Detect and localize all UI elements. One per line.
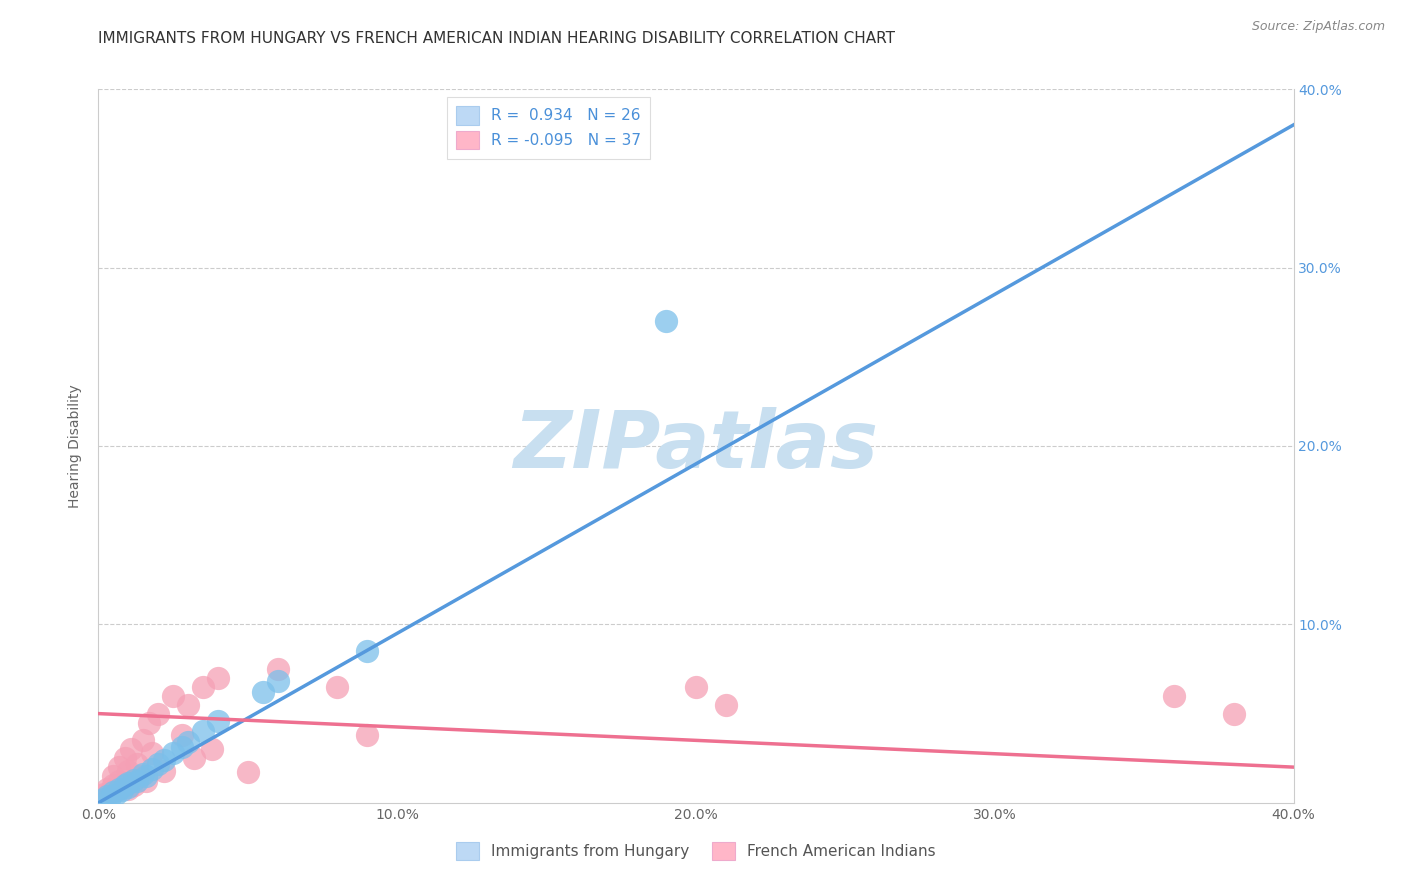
Point xyxy=(103,778,125,792)
Text: ZIPatlas: ZIPatlas xyxy=(513,407,879,485)
Point xyxy=(655,314,678,328)
Point xyxy=(685,680,707,694)
Point xyxy=(236,765,259,780)
Point xyxy=(132,733,155,747)
Point xyxy=(183,751,205,765)
Point xyxy=(124,772,146,787)
Point xyxy=(191,680,214,694)
Point xyxy=(98,790,122,805)
Point xyxy=(177,735,200,749)
Point xyxy=(114,778,136,792)
Point xyxy=(714,698,737,712)
Point xyxy=(138,715,160,730)
Point xyxy=(177,698,200,712)
Point xyxy=(117,764,139,778)
Point xyxy=(162,746,184,760)
Point xyxy=(105,783,128,797)
Point xyxy=(1163,689,1185,703)
Point xyxy=(127,774,149,789)
Point xyxy=(103,785,125,799)
Y-axis label: Hearing Disability: Hearing Disability xyxy=(69,384,83,508)
Point xyxy=(207,714,229,728)
Point xyxy=(141,746,163,760)
Point xyxy=(117,781,139,796)
Point xyxy=(267,674,290,689)
Point xyxy=(207,671,229,685)
Point xyxy=(153,753,176,767)
Point xyxy=(201,742,224,756)
Point xyxy=(132,767,155,781)
Point xyxy=(114,751,136,765)
Point xyxy=(98,785,122,799)
Point xyxy=(148,756,170,771)
Point xyxy=(135,769,157,783)
Point xyxy=(191,724,214,739)
Point xyxy=(117,776,139,790)
Point xyxy=(356,728,378,742)
Point xyxy=(356,644,378,658)
Point xyxy=(103,769,125,783)
Point xyxy=(135,774,157,789)
Point xyxy=(111,780,134,794)
Point xyxy=(172,728,194,742)
Point xyxy=(108,774,131,789)
Point xyxy=(93,787,115,801)
Point xyxy=(105,787,128,801)
Point xyxy=(1223,706,1246,721)
Point xyxy=(153,764,176,778)
Point xyxy=(148,706,170,721)
Point xyxy=(93,792,115,806)
Point xyxy=(267,662,290,676)
Point xyxy=(172,740,194,755)
Point xyxy=(124,778,146,792)
Legend: Immigrants from Hungary, French American Indians: Immigrants from Hungary, French American… xyxy=(450,836,942,866)
Point xyxy=(108,781,131,796)
Point xyxy=(252,685,274,699)
Point xyxy=(120,742,142,756)
Point xyxy=(96,781,118,796)
Point xyxy=(141,762,163,776)
Point xyxy=(129,769,152,783)
Text: Source: ZipAtlas.com: Source: ZipAtlas.com xyxy=(1251,20,1385,33)
Point xyxy=(117,780,139,794)
Point xyxy=(326,680,349,694)
Text: IMMIGRANTS FROM HUNGARY VS FRENCH AMERICAN INDIAN HEARING DISABILITY CORRELATION: IMMIGRANTS FROM HUNGARY VS FRENCH AMERIC… xyxy=(98,31,896,46)
Point xyxy=(162,689,184,703)
Point xyxy=(127,756,149,771)
Point xyxy=(111,783,134,797)
Point xyxy=(96,789,118,803)
Point xyxy=(108,760,131,774)
